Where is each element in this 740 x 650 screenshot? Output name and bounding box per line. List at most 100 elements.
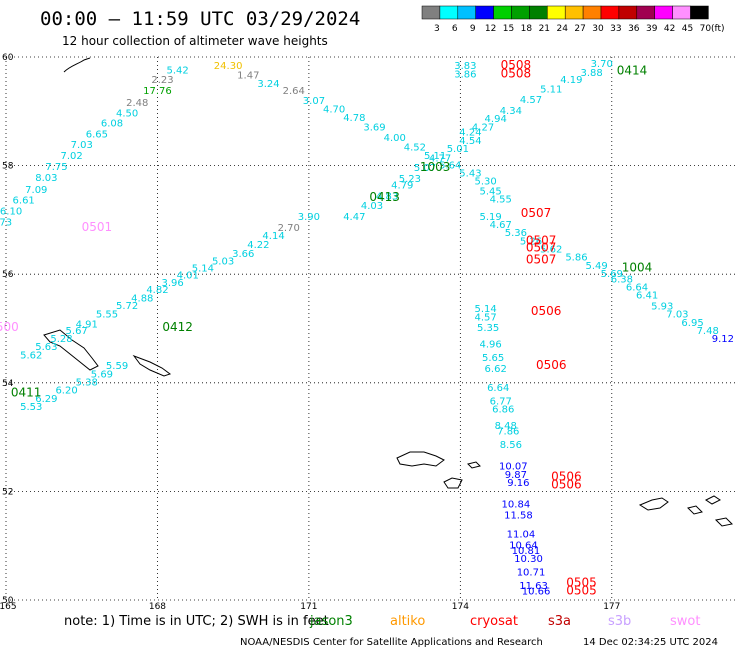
wave-height-value: 5.11: [540, 84, 562, 95]
chart-subtitle: 12 hour collection of altimeter wave hei…: [62, 34, 328, 48]
wave-height-value: 5.65: [482, 353, 504, 364]
altimeter-tracks: 3.703.884.195.114.574.344.944.274.244.54…: [0, 59, 734, 598]
coastline-attu-island: [396, 451, 445, 467]
wave-height-value: 5.69: [91, 369, 113, 380]
wave-height-value: 3.90: [298, 212, 320, 223]
wave-height-value: 5.28: [50, 334, 72, 345]
wave-height-value: 3.86: [454, 70, 476, 81]
wave-height-value: 5.14: [192, 263, 214, 274]
wave-height-value: 4.22: [247, 240, 269, 251]
wave-height-value: 10.71: [517, 568, 546, 579]
wave-height-value: 4.24: [459, 128, 481, 139]
wave-height-value: 6.20: [55, 386, 77, 397]
wave-height-value: 5.69: [601, 269, 623, 280]
chart-title: 00:00 – 11:59 UTC 03/29/2024: [40, 8, 360, 30]
wave-height-value: 7.02: [60, 151, 82, 162]
wave-height-value: 10.84: [502, 500, 531, 511]
colorbar-tick-label: 21: [539, 24, 550, 34]
colorbar-tick-label: 12: [485, 24, 496, 34]
wave-height-value: 4.91: [76, 319, 98, 330]
wave-height-value: 5.62: [540, 244, 562, 255]
colorbar-swatch: [529, 5, 548, 20]
wave-height-value: 2.23: [151, 75, 173, 86]
wave-height-value: 4.96: [480, 340, 502, 351]
footer-timestamp: 14 Dec 02:34:25 UTC 2024: [583, 637, 718, 648]
wave-height-value: 11.63: [519, 581, 548, 592]
pass-label: 0508: [501, 58, 532, 72]
wave-height-value: 6.10: [0, 206, 22, 217]
pass-label: 0506: [551, 478, 582, 492]
wave-height-value: 11.58: [504, 511, 533, 522]
axis-ticks: 50 52 54 56 58 60 165 168 171 174 177: [0, 53, 620, 612]
colorbar-tick-label: 33: [610, 24, 621, 34]
y-tick-label: 54: [2, 379, 14, 389]
colorbar-swatch: [421, 5, 441, 20]
wave-height-value: 5.42: [167, 65, 189, 76]
wave-height-value: 4.82: [146, 285, 168, 296]
wave-height-value: 4.19: [560, 75, 582, 86]
wave-height-value: 3.07: [303, 96, 325, 107]
wave-height-value: 6.86: [492, 405, 514, 416]
wave-height-value: 5.35: [477, 323, 499, 334]
wave-height-value: 3.96: [161, 278, 183, 289]
wave-height-value: 2.48: [126, 98, 148, 109]
wave-height-value: 8.56: [500, 440, 522, 451]
pass-label: 0507: [526, 240, 557, 254]
wave-height-value: 5.14: [474, 304, 496, 315]
colorbar-tick-label: 70: [700, 24, 712, 34]
wave-height-value: 7.86: [497, 426, 519, 437]
x-tick-label: 171: [300, 602, 317, 612]
wave-height-value: 8.03: [35, 173, 57, 184]
mission-legend-item: swot: [670, 614, 700, 629]
mission-legend-item: altiko: [390, 614, 425, 629]
colorbar-tick-label: 15: [503, 24, 514, 34]
wave-height-value: 4.00: [384, 133, 406, 144]
colorbar-tick-label: 42: [664, 24, 675, 34]
y-tick-label: 50: [2, 596, 14, 606]
wave-height-value: 2.64: [283, 86, 305, 97]
wave-height-value: 5.73: [0, 217, 12, 228]
colorbar-swatch: [547, 5, 566, 20]
wave-height-value: 4.94: [485, 114, 507, 125]
colorbar-swatch: [672, 5, 691, 20]
wave-height-value: 5.01: [447, 144, 469, 155]
colorbar-tick-label: 3: [434, 24, 440, 34]
colorbar-swatch: [564, 5, 584, 20]
pass-label: 0506: [531, 304, 562, 318]
wave-height-value: 5.38: [76, 378, 98, 389]
wave-height-value: 4.34: [500, 106, 522, 117]
wave-height-value: 5.72: [116, 301, 138, 312]
colorbar-swatch: [654, 5, 673, 20]
colorbar-swatch: [493, 5, 512, 20]
wave-height-value: 5.62: [20, 350, 42, 361]
mission-legend-item: s3a: [548, 614, 571, 629]
wave-height-value: 4.83: [376, 191, 398, 202]
colorbar-tick-label: 45: [682, 24, 693, 34]
wave-height-value: 5.23: [399, 174, 421, 185]
wave-height-value: 9.87: [505, 470, 527, 481]
wave-height-value: 5.30: [474, 177, 496, 188]
wave-height-value: 9.16: [507, 478, 529, 489]
y-tick-label: 58: [2, 162, 14, 172]
wave-height-value: 6.64: [626, 282, 648, 293]
wave-height-value: 4.55: [490, 195, 512, 206]
mission-legend-item: s3b: [608, 614, 631, 629]
wave-height-value: 5.63: [35, 342, 57, 353]
mission-legend-item: jason3: [309, 614, 353, 629]
wave-height-value: 5.86: [565, 253, 587, 264]
wave-height-value: 5.43: [459, 168, 481, 179]
wave-height-value: 1.47: [237, 71, 259, 82]
wave-height-value: 17.76: [143, 86, 172, 97]
wave-height-value: 10.66: [522, 587, 551, 598]
wave-height-value: 3.83: [454, 61, 476, 72]
pass-label: 0507: [526, 233, 557, 247]
pass-label: 0506: [551, 470, 582, 484]
wave-height-value: 3.66: [232, 249, 254, 260]
x-tick-label: 177: [603, 602, 620, 612]
wave-height-value: 10.64: [509, 540, 538, 551]
wave-height-value: 4.50: [116, 109, 138, 120]
coastline-rat-islands: [638, 497, 669, 511]
wave-height-value: 4.27: [472, 122, 494, 133]
